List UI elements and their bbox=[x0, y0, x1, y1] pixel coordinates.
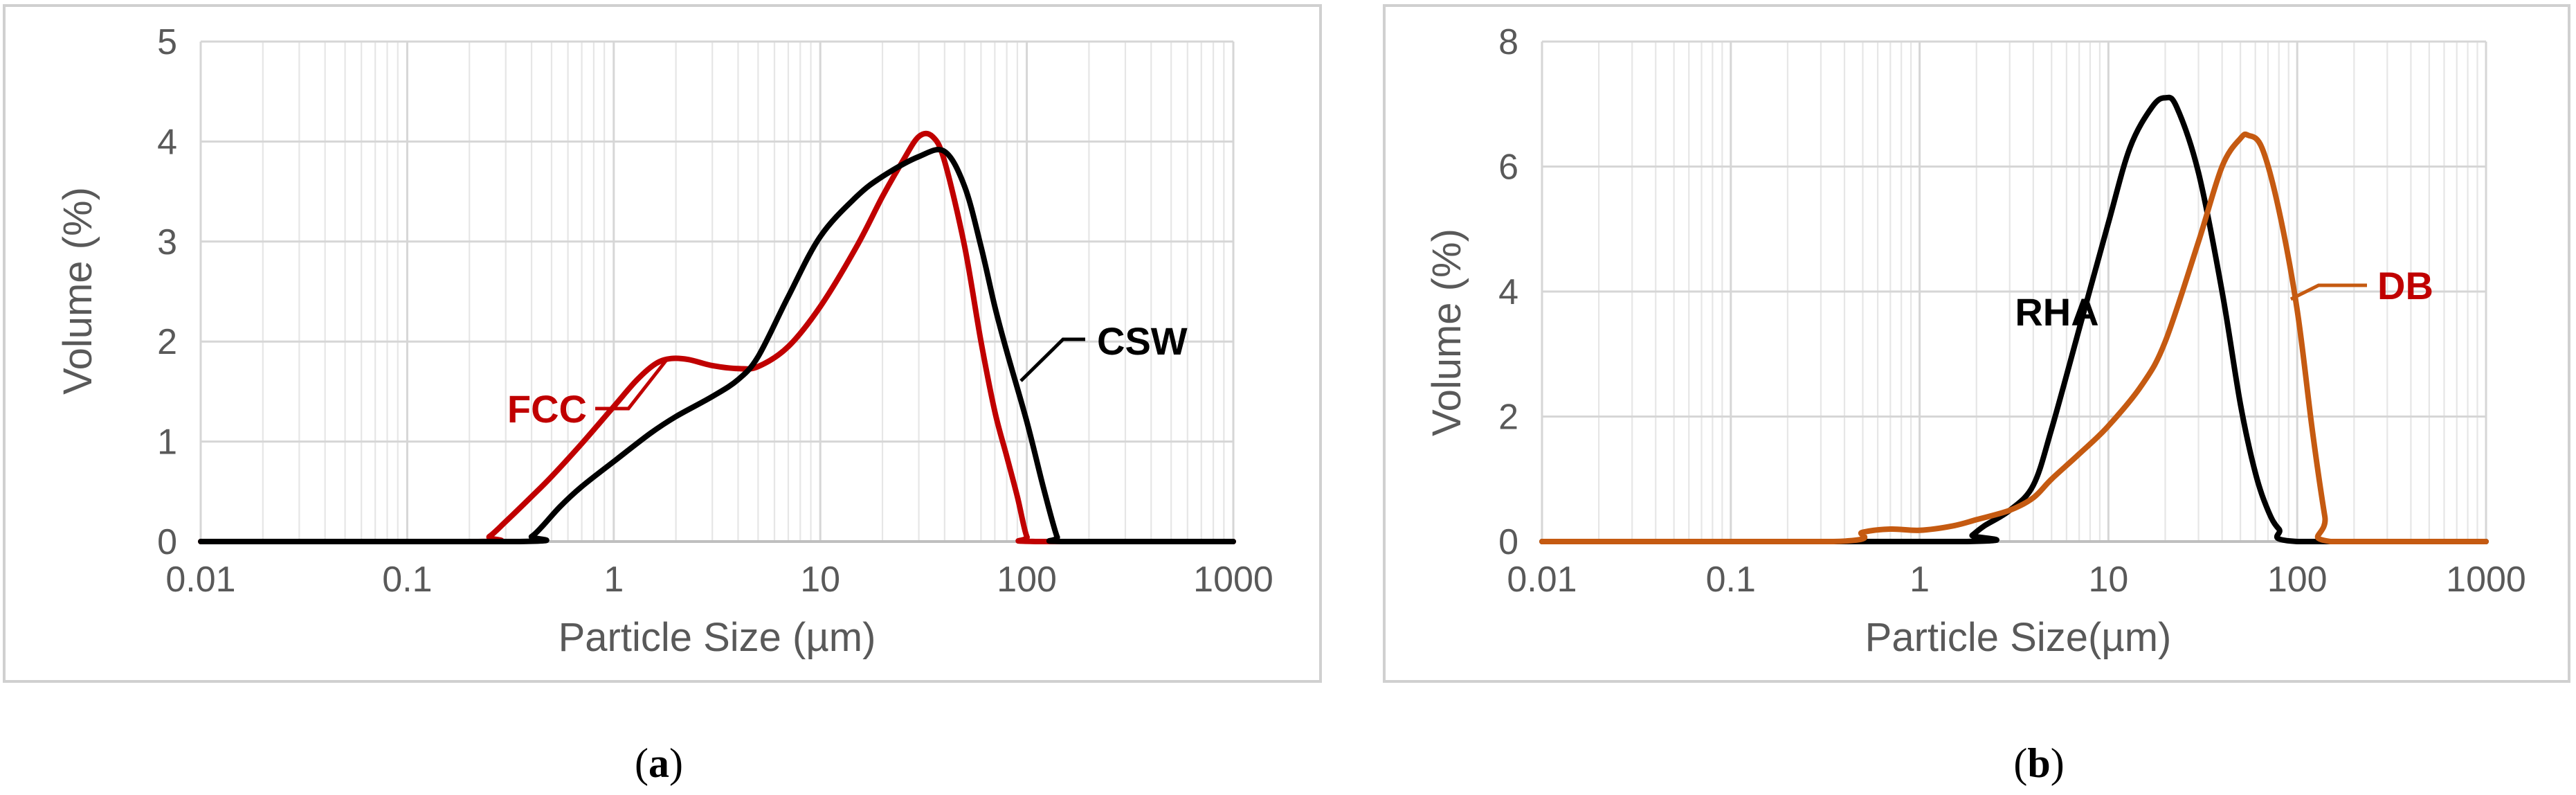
series-line-csw bbox=[198, 147, 1236, 545]
panel-label-open: ( bbox=[2013, 740, 2027, 786]
y-tick-label: 4 bbox=[157, 122, 177, 162]
y-axis-label: Volume (%) bbox=[55, 187, 100, 395]
x-axis-label: Particle Size (µm) bbox=[559, 615, 876, 660]
y-tick-label: 2 bbox=[1498, 398, 1518, 438]
panel-label-open: ( bbox=[635, 740, 648, 786]
x-axis-label: Particle Size(µm) bbox=[1865, 615, 2172, 660]
panel-label-a: (a) bbox=[635, 740, 683, 786]
panel-label-close: ) bbox=[2051, 740, 2065, 786]
db-callout-line bbox=[2289, 283, 2367, 301]
series-line-fcc bbox=[198, 130, 1236, 545]
y-tick-label: 8 bbox=[1498, 22, 1518, 62]
x-tick-labels: 0.01 0.1 1 10 100 1000 bbox=[165, 560, 1273, 600]
y-tick-label: 4 bbox=[1498, 272, 1518, 312]
y-tick-label: 0 bbox=[1498, 522, 1518, 562]
x-tick-label: 10 bbox=[800, 560, 840, 600]
major-grid bbox=[199, 42, 1235, 542]
chart-frame bbox=[3, 4, 1322, 683]
x-tick-label: 0.1 bbox=[1706, 560, 1756, 600]
series-label-csw: CSW bbox=[1097, 319, 1188, 363]
y-tick-labels: 0 2 4 6 8 bbox=[1498, 22, 1518, 562]
panel-label-letter: b bbox=[2027, 740, 2050, 786]
y-tick-label: 0 bbox=[157, 522, 177, 562]
csw-callout-line bbox=[1019, 337, 1085, 382]
x-tick-label: 100 bbox=[997, 560, 1057, 600]
series-group bbox=[1539, 94, 2489, 545]
x-tick-label: 1000 bbox=[1193, 560, 1273, 600]
x-tick-label: 0.01 bbox=[1507, 560, 1577, 600]
minor-grid bbox=[262, 42, 1225, 542]
series-group bbox=[198, 130, 1236, 545]
x-tick-label: 100 bbox=[2267, 560, 2328, 600]
x-tick-label: 1 bbox=[604, 560, 624, 600]
series-label-fcc: FCC bbox=[507, 387, 587, 431]
series-label-rha: RHA bbox=[2015, 290, 2098, 334]
x-tick-label: 1 bbox=[1910, 560, 1930, 600]
y-tick-label: 6 bbox=[1498, 148, 1518, 188]
panel-label-close: ) bbox=[669, 740, 683, 786]
series-line-db bbox=[1539, 131, 2489, 545]
x-tick-labels: 0.01 0.1 1 10 100 1000 bbox=[1507, 560, 2525, 600]
y-tick-label: 1 bbox=[157, 422, 177, 463]
series-line-rha bbox=[1539, 94, 2489, 545]
series-label-db: DB bbox=[2377, 264, 2433, 307]
y-tick-labels: 0 1 2 3 4 5 bbox=[157, 22, 177, 562]
panel-label-letter: a bbox=[648, 740, 669, 786]
x-tick-label: 0.01 bbox=[165, 560, 235, 600]
y-axis-label: Volume (%) bbox=[1424, 229, 1469, 436]
chart-panel-b: 0.01 0.1 1 10 100 1000 0 2 4 6 8 Particle Size(µm… bbox=[1383, 4, 2570, 786]
x-tick-label: 0.1 bbox=[382, 560, 432, 600]
y-tick-label: 5 bbox=[157, 22, 177, 62]
x-tick-label: 10 bbox=[2088, 560, 2128, 600]
horizontal-grid bbox=[1542, 40, 2486, 418]
series-callouts bbox=[2289, 283, 2367, 301]
fcc-callout-line bbox=[595, 356, 670, 411]
series-callouts bbox=[595, 337, 1085, 411]
panel-label-b: (b) bbox=[2013, 740, 2064, 786]
chart-panel-a: 0.01 0.1 1 10 100 1000 0 1 2 3 4 5 Particle Size (… bbox=[3, 4, 1322, 786]
y-tick-label: 2 bbox=[157, 322, 177, 362]
x-tick-label: 1000 bbox=[2446, 560, 2526, 600]
y-tick-label: 3 bbox=[157, 222, 177, 262]
